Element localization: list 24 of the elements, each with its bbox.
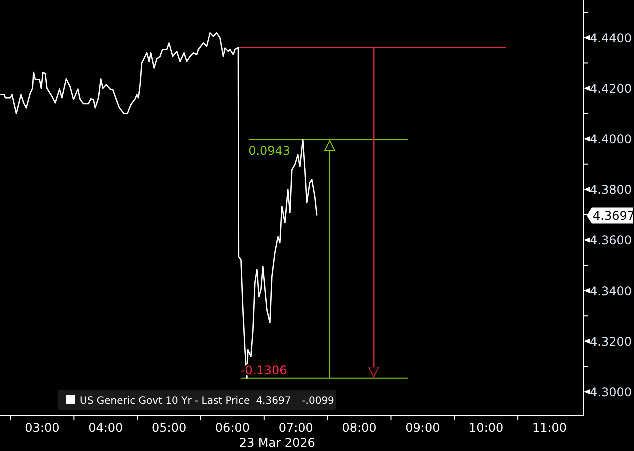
y-tick-label: 4.4000 — [590, 132, 632, 147]
legend-label: US Generic Govt 10 Yr - Last Price — [80, 396, 250, 407]
line-series — [0, 32, 318, 379]
x-tick-label: 03:00 — [25, 421, 60, 435]
y-tick-label: 4.3800 — [590, 183, 632, 198]
y-tick-label: 4.3200 — [590, 334, 632, 349]
x-tick-label: 07:00 — [278, 421, 314, 435]
text: 4.3697 — [593, 209, 634, 224]
x-tick-label: 09:00 — [406, 421, 440, 435]
y-tick-label: 4.3000 — [590, 385, 632, 400]
y-tick-label: 4.4200 — [590, 82, 632, 96]
x-tick-label: 08:00 — [342, 421, 377, 435]
x-tick-label: 05:00 — [152, 421, 187, 435]
x-tick-label: 04:00 — [88, 421, 124, 435]
annotation: 0.0943 — [248, 144, 291, 158]
y-tick-label: 4.4400 — [590, 31, 632, 46]
y-tick-label: 4.3600 — [590, 234, 632, 248]
x-axis-title: 23 Mar 2026 — [239, 436, 316, 450]
y-tick-label: 4.3400 — [590, 284, 632, 298]
x-tick-label: 10:00 — [469, 421, 504, 435]
x-tick-label: 06:00 — [215, 421, 250, 435]
annotation: -.0099 — [302, 396, 334, 407]
x-tick-label: 11:00 — [532, 421, 568, 435]
annotation: 4.3697 — [256, 396, 292, 407]
